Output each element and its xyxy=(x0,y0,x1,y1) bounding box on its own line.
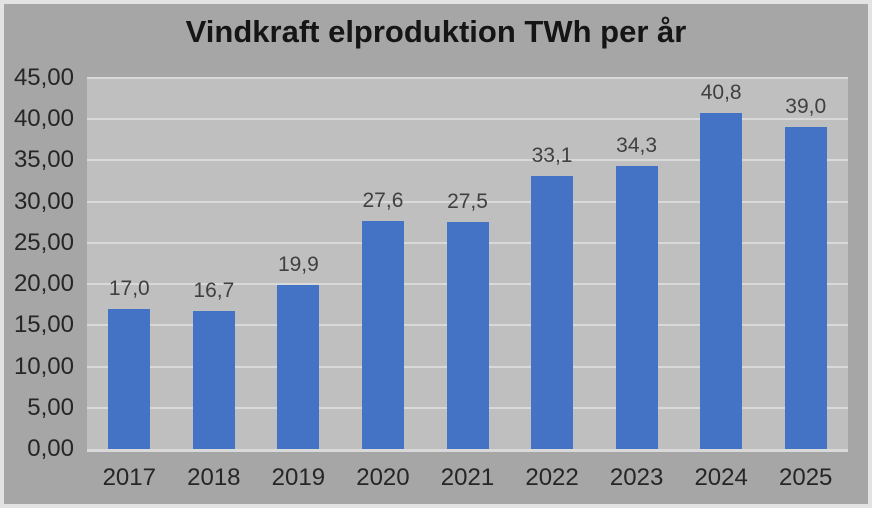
bar-2022 xyxy=(531,176,574,449)
bar-2021 xyxy=(446,222,489,449)
bar-2025 xyxy=(784,127,827,449)
data-label-2022: 33,1 xyxy=(531,144,573,168)
gridline xyxy=(87,449,848,452)
data-label-2021: 27,5 xyxy=(447,190,488,214)
chart-title: Vindkraft elproduktion TWh per år xyxy=(185,14,687,49)
gridline xyxy=(87,77,848,80)
x-category-label-2020: 2020 xyxy=(356,464,410,491)
bar-2018 xyxy=(192,311,235,449)
x-category-label-2022: 2022 xyxy=(525,464,579,491)
data-label-2024: 40,8 xyxy=(700,80,742,104)
y-tick-label: 15,00 xyxy=(13,311,74,339)
x-category-label-2023: 2023 xyxy=(609,464,664,491)
x-category-label-2019: 2019 xyxy=(271,464,326,491)
x-category-label-2025: 2025 xyxy=(779,464,833,491)
bar-2023 xyxy=(615,166,658,449)
y-tick-label: 30,00 xyxy=(13,187,74,215)
data-label-2018: 16,7 xyxy=(193,279,235,303)
plot-area: 17,0 16,7 19,9 27,6 27,5 33,1 34,3 40,8 39,0 xyxy=(87,77,848,452)
y-tick-label: 40,00 xyxy=(13,105,74,133)
data-label-2025: 39,0 xyxy=(785,95,827,119)
x-category-label-2018: 2018 xyxy=(187,464,241,491)
bar-2017 xyxy=(108,308,151,449)
y-tick-label: 25,00 xyxy=(13,228,74,256)
gridline xyxy=(87,159,848,162)
x-category-label-2017: 2017 xyxy=(102,464,156,491)
data-label-2019: 19,9 xyxy=(277,252,319,276)
data-label-2020: 27,6 xyxy=(362,189,404,213)
y-tick-label: 10,00 xyxy=(13,352,74,380)
data-label-2017: 17,0 xyxy=(108,276,150,300)
bar-2024 xyxy=(700,112,743,449)
y-tick-label: 0,00 xyxy=(27,435,74,462)
x-category-label-2024: 2024 xyxy=(694,464,748,491)
x-category-label-2021: 2021 xyxy=(440,464,495,491)
bar-2020 xyxy=(361,221,404,449)
gridline xyxy=(87,200,848,203)
y-tick-label: 35,00 xyxy=(13,146,74,174)
y-tick-label: 45,00 xyxy=(13,64,74,91)
y-tick-label: 20,00 xyxy=(13,270,74,298)
y-tick-label: 5,00 xyxy=(27,393,74,421)
bar-2019 xyxy=(277,284,320,449)
data-label-2023: 34,3 xyxy=(616,134,658,158)
gridline xyxy=(87,118,848,121)
